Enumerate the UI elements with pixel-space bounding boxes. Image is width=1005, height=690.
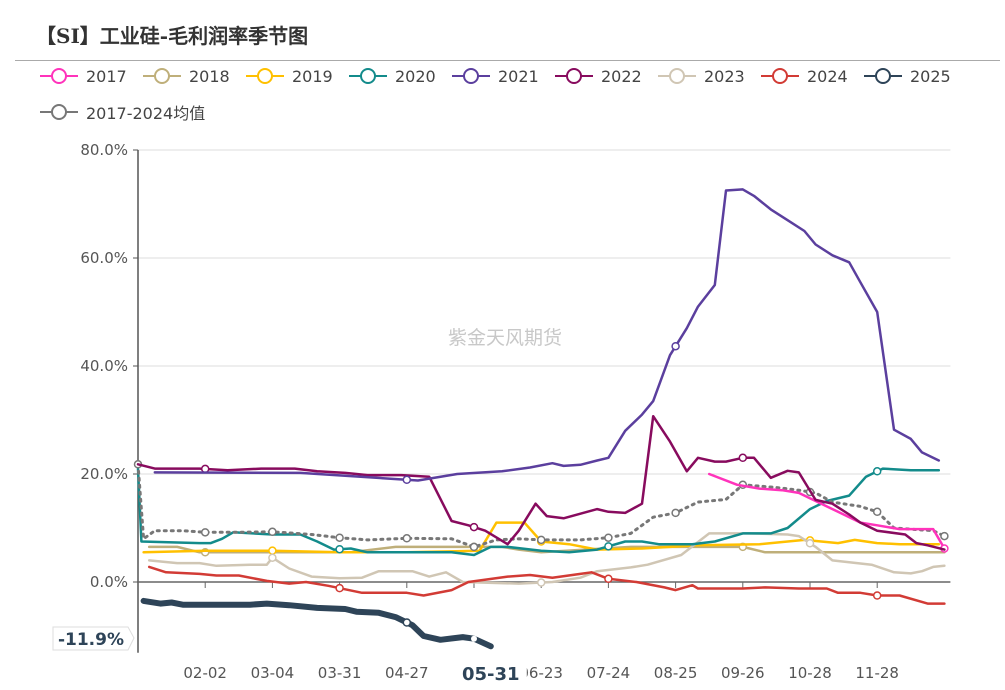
x-tick-label: 08-25 xyxy=(654,664,698,682)
x-tick-label: 02-02 xyxy=(183,664,227,682)
series-marker xyxy=(604,574,613,584)
legend-item-2021[interactable]: 2021 xyxy=(452,66,539,86)
series-line-2017 xyxy=(707,472,946,550)
series-marker xyxy=(872,507,882,517)
legend-item-2024[interactable]: 2024 xyxy=(761,66,848,86)
series-marker xyxy=(940,531,949,541)
series-marker xyxy=(872,591,882,600)
legend-label: 2022 xyxy=(601,66,642,86)
legend-line-circle-icon xyxy=(658,68,696,84)
y-tick-label: 20.0% xyxy=(80,465,128,483)
legend-line-circle-icon xyxy=(246,68,284,84)
legend-label: 2025 xyxy=(910,66,951,86)
legend-line-circle-icon xyxy=(40,104,78,120)
legend-item-2022[interactable]: 2022 xyxy=(555,66,642,86)
legend-line-circle-icon xyxy=(349,68,387,84)
legend-label: 2020 xyxy=(395,66,436,86)
x-tick-label: 06-23 xyxy=(519,664,563,682)
pointer-marker xyxy=(471,635,477,642)
series-line-2017-2024 xyxy=(136,462,946,549)
legend-label: 2021 xyxy=(498,66,539,86)
series-marker xyxy=(268,553,277,562)
legend-item-2025[interactable]: 2025 xyxy=(864,66,951,86)
x-tick-label: 09-26 xyxy=(721,664,765,682)
legend-label: 2019 xyxy=(292,66,333,86)
x-tick-label: 03-04 xyxy=(251,664,295,682)
series-marker xyxy=(872,467,882,476)
series-marker xyxy=(335,533,344,542)
legend-line-circle-icon xyxy=(555,68,593,84)
x-tick-label: 04-27 xyxy=(385,664,429,682)
watermark: 紫金天风期货 xyxy=(448,327,562,349)
legend-label: 2017-2024均值 xyxy=(86,104,206,123)
y-pointer-label-box xyxy=(52,626,135,651)
series-line-2019 xyxy=(142,521,941,554)
legend-item-2018[interactable]: 2018 xyxy=(143,66,230,86)
y-tick-label: 60.0% xyxy=(80,249,128,267)
series-marker xyxy=(671,341,680,351)
legend-label: 2017 xyxy=(86,66,127,86)
x-tick-label: 11-28 xyxy=(855,664,899,682)
series-marker xyxy=(268,546,277,555)
series-marker xyxy=(200,528,210,537)
series-marker xyxy=(402,475,412,485)
series-line-2020 xyxy=(136,467,941,557)
series-marker xyxy=(469,542,479,552)
legend-line-circle-icon xyxy=(452,68,490,84)
series-marker xyxy=(805,539,815,548)
series-marker xyxy=(335,583,344,593)
series-line-2025 xyxy=(140,597,494,650)
series-marker xyxy=(402,618,412,627)
series-marker xyxy=(536,578,546,587)
series-marker xyxy=(604,533,613,542)
legend-item-2017[interactable]: 2017 xyxy=(40,66,127,86)
legend-item-2019[interactable]: 2019 xyxy=(246,66,333,86)
x-tick-label: 10-28 xyxy=(788,664,832,682)
y-pointer-label: -11.9% xyxy=(58,630,124,650)
chart-title: 【SI】工业硅-毛利润率季节图 xyxy=(36,24,309,48)
x-tick-label: 03-31 xyxy=(318,664,362,682)
series-line-2024 xyxy=(147,565,946,605)
legend-line-circle-icon xyxy=(40,68,78,84)
series-marker xyxy=(402,534,412,543)
series-line-2021 xyxy=(153,188,941,482)
series-marker xyxy=(469,522,479,532)
y-tick-label: 40.0% xyxy=(80,357,128,375)
title-divider xyxy=(15,60,1000,61)
legend-label: 2024 xyxy=(807,66,848,86)
legend-label: 2023 xyxy=(704,66,745,86)
x-pointer-label-box xyxy=(454,658,527,686)
legend-label: 2018 xyxy=(189,66,230,86)
series-marker xyxy=(335,544,344,554)
series-marker xyxy=(536,535,546,545)
legend-item-2023[interactable]: 2023 xyxy=(658,66,745,86)
series-marker xyxy=(604,542,613,551)
series-marker xyxy=(268,527,277,537)
series-line-2022 xyxy=(136,414,946,551)
legend-item-2020[interactable]: 2020 xyxy=(349,66,436,86)
legend-line-circle-icon xyxy=(761,68,799,84)
x-pointer-label: 05-31 xyxy=(462,664,520,685)
legend-item-2017-2024[interactable]: 2017-2024均值 xyxy=(40,100,205,124)
series-marker xyxy=(671,508,680,518)
x-tick-label: 07-24 xyxy=(587,664,631,682)
series-marker xyxy=(738,453,748,463)
y-tick-label: 80.0% xyxy=(80,141,128,159)
y-tick-label: 0.0% xyxy=(90,573,128,591)
legend-line-circle-icon xyxy=(864,68,902,84)
legend-line-circle-icon xyxy=(143,68,181,84)
